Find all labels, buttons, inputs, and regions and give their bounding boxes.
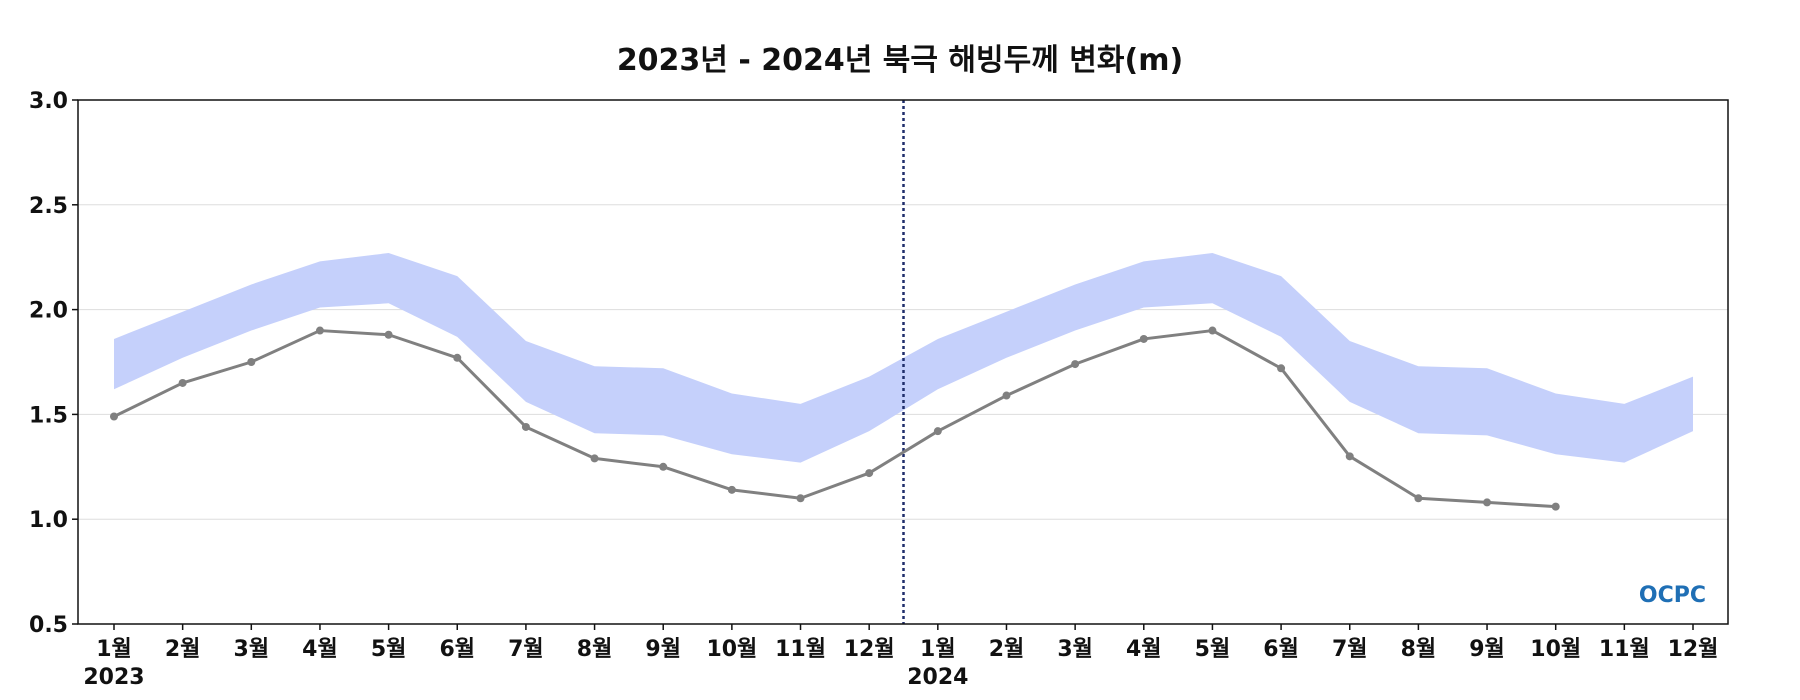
x-tick-label: 2월	[989, 637, 1025, 662]
y-tick-label: 1.0	[29, 508, 68, 533]
data-point	[590, 454, 599, 463]
y-tick-label: 2.0	[29, 299, 68, 324]
x-tick-label: 11월	[775, 637, 826, 662]
y-tick-label: 1.5	[29, 403, 68, 428]
data-point	[110, 412, 118, 421]
data-point	[1345, 452, 1354, 461]
data-point	[1277, 364, 1286, 373]
data-point	[1139, 334, 1148, 343]
data-point	[1208, 326, 1217, 335]
chart-title: 2023년 - 2024년 북극 해빙두께 변화(m)	[617, 43, 1183, 78]
x-tick-label: 10월	[706, 637, 757, 662]
data-point	[1414, 494, 1423, 503]
data-point	[178, 378, 187, 387]
x-tick-label: 9월	[645, 637, 681, 662]
ocpc-logo-text: OCPC	[1639, 583, 1706, 608]
data-point	[453, 353, 462, 362]
data-point	[727, 485, 736, 494]
data-point	[521, 422, 530, 431]
x-tick-label: 4월	[302, 637, 338, 662]
x-axis-ticks: 1월 2월 3월 4월 5월 6월 7월 8월 9월 10월 11월 12월 1월 2월 3월 4월 5월 6월 7…	[83, 624, 1718, 690]
data-point	[1002, 391, 1011, 400]
data-point	[1071, 360, 1080, 369]
x-tick-label: 4월	[1126, 637, 1162, 662]
x-tick-label: 9월	[1469, 637, 1505, 662]
year-label: 2024	[907, 665, 968, 690]
x-tick-label: 8월	[577, 637, 613, 662]
x-tick-label: 1월	[96, 637, 132, 662]
x-tick-label: 5월	[371, 637, 407, 662]
y-axis-ticks: 0.5 1.0 1.5 2.0 2.5 3.0	[29, 89, 78, 638]
year-label: 2023	[83, 665, 144, 690]
data-point	[659, 462, 668, 471]
x-tick-label: 12월	[1668, 637, 1719, 662]
x-tick-label: 1월	[920, 637, 956, 662]
plot-frame	[77, 99, 1729, 625]
data-point	[315, 326, 324, 335]
x-tick-label: 10월	[1530, 637, 1581, 662]
thickness-series	[110, 326, 1560, 511]
x-tick-label: 6월	[1263, 637, 1299, 662]
normal-range-band	[114, 253, 1693, 463]
x-tick-label: 7월	[1332, 637, 1368, 662]
data-point	[1483, 498, 1492, 507]
x-tick-label: 3월	[234, 637, 270, 662]
x-tick-label: 11월	[1599, 637, 1650, 662]
x-tick-label: 12월	[844, 637, 895, 662]
data-point	[384, 330, 393, 339]
y-tick-label: 2.5	[29, 194, 68, 219]
series-line	[113, 329, 1556, 509]
data-point	[933, 427, 942, 436]
y-tick-label: 3.0	[29, 89, 68, 114]
x-tick-label: 3월	[1057, 637, 1093, 662]
ocpc-logo: OCPC	[1639, 583, 1706, 608]
x-tick-label: 5월	[1195, 637, 1231, 662]
x-tick-label: 8월	[1401, 637, 1437, 662]
x-tick-label: 2월	[165, 637, 201, 662]
data-point	[865, 469, 874, 478]
data-point	[796, 494, 805, 503]
x-tick-label: 6월	[439, 637, 475, 662]
data-point	[1551, 502, 1560, 511]
x-tick-label: 7월	[508, 637, 544, 662]
data-point	[247, 358, 256, 366]
normal-range-area	[114, 253, 1693, 463]
y-tick-label: 0.5	[29, 613, 68, 638]
